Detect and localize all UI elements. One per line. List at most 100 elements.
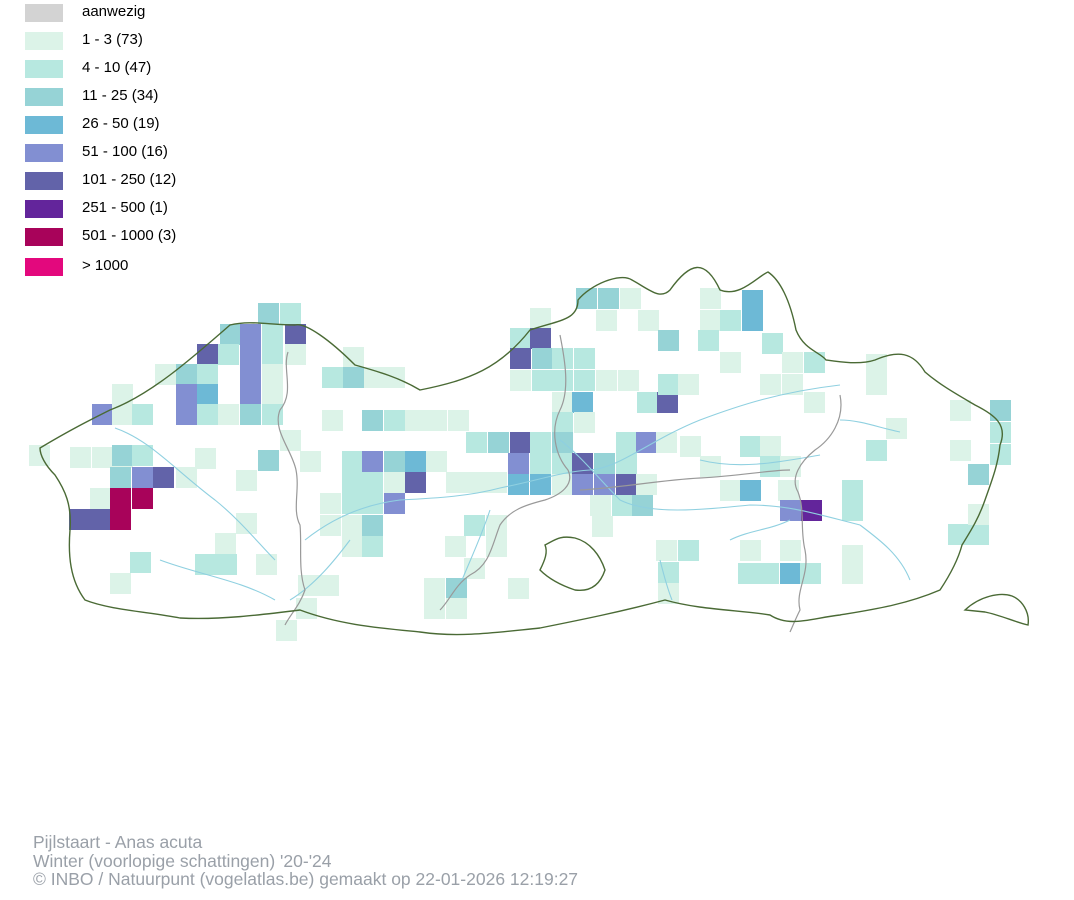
grid-cell (176, 364, 197, 385)
grid-cell (508, 578, 529, 599)
grid-cell (300, 451, 321, 472)
river (659, 559, 673, 601)
grid-cell (758, 563, 779, 584)
grid-cell (112, 404, 133, 425)
grid-cell (698, 330, 719, 351)
grid-cell (532, 370, 553, 391)
grid-cell (276, 620, 297, 641)
grid-cell (572, 453, 593, 474)
grid-cell (110, 573, 131, 594)
grid-cell (236, 470, 257, 491)
grid-cell (236, 513, 257, 534)
river (159, 559, 276, 601)
legend-label: 1 - 3 (73) (82, 31, 143, 48)
grid-cell (720, 310, 741, 331)
grid-cell (215, 533, 236, 554)
grid-cell (742, 310, 763, 331)
grid-cell (742, 290, 763, 311)
grid-cell (596, 310, 617, 331)
grid-cell (426, 451, 447, 472)
grid-cell (176, 384, 197, 405)
grid-cell (658, 330, 679, 351)
grid-cell (842, 545, 863, 566)
grid-cell (510, 432, 531, 453)
grid-cell (658, 374, 679, 395)
grid-cell (69, 509, 90, 530)
grid-cell (466, 432, 487, 453)
grid-cell (362, 410, 383, 431)
grid-cell (405, 472, 426, 493)
grid-cell (598, 288, 619, 309)
legend-label: 4 - 10 (47) (82, 59, 152, 76)
grid-cell (362, 536, 383, 557)
grid-cell (29, 445, 50, 466)
grid-cell (318, 575, 339, 596)
grid-cell (740, 540, 761, 561)
grid-cell (280, 430, 301, 451)
grid-cell (220, 324, 241, 345)
grid-cell (262, 324, 283, 345)
grid-cell (530, 432, 551, 453)
legend-label: 51 - 100 (16) (82, 143, 168, 160)
grid-cell (657, 392, 678, 413)
river (839, 419, 901, 433)
grid-cell (678, 540, 699, 561)
legend-swatch (25, 258, 63, 276)
legend-swatch (25, 88, 63, 106)
grid-cell (296, 598, 317, 619)
grid-cell (130, 552, 151, 573)
grid-cell (656, 540, 677, 561)
grid-cell (322, 410, 343, 431)
grid-cell (594, 453, 615, 474)
grid-cell (530, 328, 551, 349)
grid-cell (448, 410, 469, 431)
province-border (439, 334, 571, 611)
province-border (789, 394, 842, 633)
river (459, 509, 491, 586)
grid-cell (866, 374, 887, 395)
enclave-border (539, 536, 606, 592)
grid-cell (362, 472, 383, 493)
grid-cell (110, 467, 131, 488)
grid-cell (636, 432, 657, 453)
grid-cell (446, 598, 467, 619)
grid-cell (678, 374, 699, 395)
grid-cell (405, 410, 426, 431)
grid-cell (804, 352, 825, 373)
grid-cell (426, 410, 447, 431)
grid-cell (616, 432, 637, 453)
grid-cell (552, 370, 573, 391)
grid-cell (760, 456, 781, 477)
grid-cell (740, 480, 761, 501)
grid-cell (343, 347, 364, 368)
province-borders (277, 334, 842, 633)
legend-swatch (25, 60, 63, 78)
map-legend: aanwezig 1 - 3 (73) 4 - 10 (47) 11 - 25 (34… (0, 0, 300, 280)
grid-cell (620, 288, 641, 309)
grid-cell (256, 554, 277, 575)
grid-cell (424, 578, 445, 599)
grid-cells (29, 288, 1011, 641)
legend-label: 101 - 250 (12) (82, 171, 177, 188)
grid-cell (612, 495, 633, 516)
grid-cell (572, 474, 593, 495)
grid-cell (508, 453, 529, 474)
grid-cell (342, 536, 363, 557)
species-title: Pijlstaart - Anas acuta (33, 832, 203, 852)
river (729, 519, 791, 541)
river (559, 439, 861, 526)
grid-cell (510, 370, 531, 391)
province-border (579, 469, 791, 491)
province-border (277, 351, 306, 626)
grid-cell (762, 333, 783, 354)
grid-cell (638, 310, 659, 331)
legend-label: 26 - 50 (19) (82, 115, 160, 132)
grid-cell (782, 374, 803, 395)
region-border (39, 266, 1029, 636)
grid-cell (552, 474, 573, 495)
grid-cell (886, 418, 907, 439)
grid-cell (262, 384, 283, 405)
grid-cell (950, 400, 971, 421)
grid-cell (197, 404, 218, 425)
